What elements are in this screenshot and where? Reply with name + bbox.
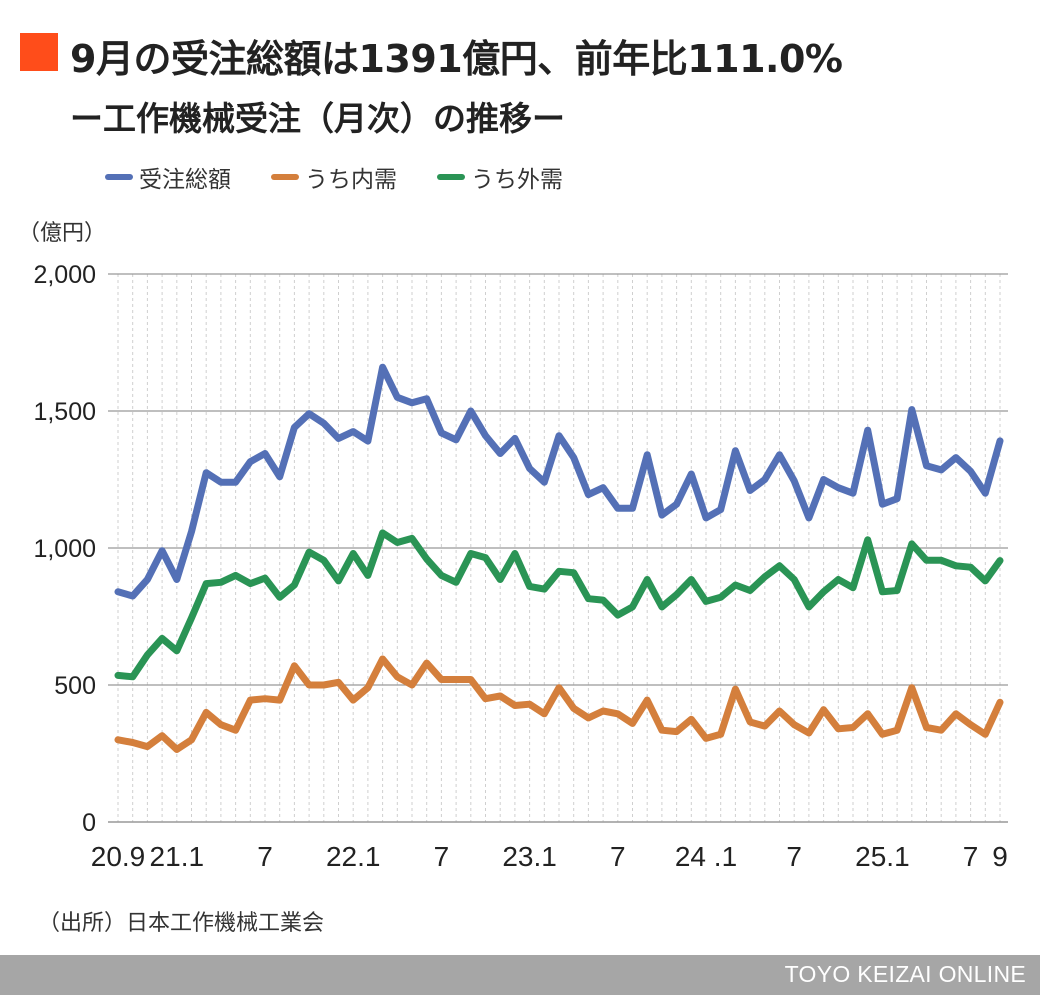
series-line-total xyxy=(114,363,1004,600)
line-chart: 0 500 1,000 1,500 2,000 20.9 21.1 7 22.1 7 23.1 7 24… xyxy=(33,261,1008,872)
chart-title: 9月の受注総額は1391億円、前年比111.0% xyxy=(70,37,843,81)
y-axis-unit-label: （億円） xyxy=(18,221,107,246)
legend-label-foreign: うち外需 xyxy=(471,167,563,193)
x-tick-label: 9 xyxy=(992,841,1008,872)
y-tick-label: 0 xyxy=(82,809,96,837)
x-tick-label: 23.1 xyxy=(502,841,557,872)
x-tick-label: 21.1 xyxy=(150,841,205,872)
x-tick-label: 25.1 xyxy=(855,841,910,872)
footer-brand: TOYO KEIZAI ONLINE xyxy=(784,961,1026,987)
x-tick-label: 7 xyxy=(786,841,802,872)
y-tick-label: 2,000 xyxy=(33,261,96,289)
x-tick-label: 24 .1 xyxy=(675,841,737,872)
x-tick-label: 7 xyxy=(963,841,979,872)
legend-swatch-foreign xyxy=(437,174,465,180)
chart-subtitle: ー工作機械受注（月次）の推移ー xyxy=(70,99,565,138)
legend-item-foreign: うち外需 xyxy=(437,160,563,194)
x-tick-label: 7 xyxy=(434,841,450,872)
y-tick-label: 1,500 xyxy=(33,398,96,426)
x-tick-label: 22.1 xyxy=(326,841,381,872)
legend-swatch-domestic xyxy=(271,174,299,180)
legend-item-total: 受注総額 xyxy=(105,160,231,194)
title-marker xyxy=(20,33,58,71)
source-note: （出所）日本工作機械工業会 xyxy=(38,911,325,936)
x-tick-label: 7 xyxy=(257,841,273,872)
legend-label-domestic: うち内需 xyxy=(305,167,397,193)
y-tick-label: 500 xyxy=(54,672,96,700)
series-line-foreign xyxy=(114,529,1004,681)
x-tick-label: 7 xyxy=(610,841,626,872)
legend-label-total: 受注総額 xyxy=(139,167,231,193)
x-tick-label: 20.9 xyxy=(91,841,146,872)
footer-bar: TOYO KEIZAI ONLINE xyxy=(0,955,1040,995)
legend-swatch-total xyxy=(105,174,133,180)
series-line-domestic xyxy=(114,655,1004,753)
legend-item-domestic: うち内需 xyxy=(271,160,397,194)
y-tick-label: 1,000 xyxy=(33,535,96,563)
legend: 受注総額 うち内需 うち外需 xyxy=(105,160,563,194)
